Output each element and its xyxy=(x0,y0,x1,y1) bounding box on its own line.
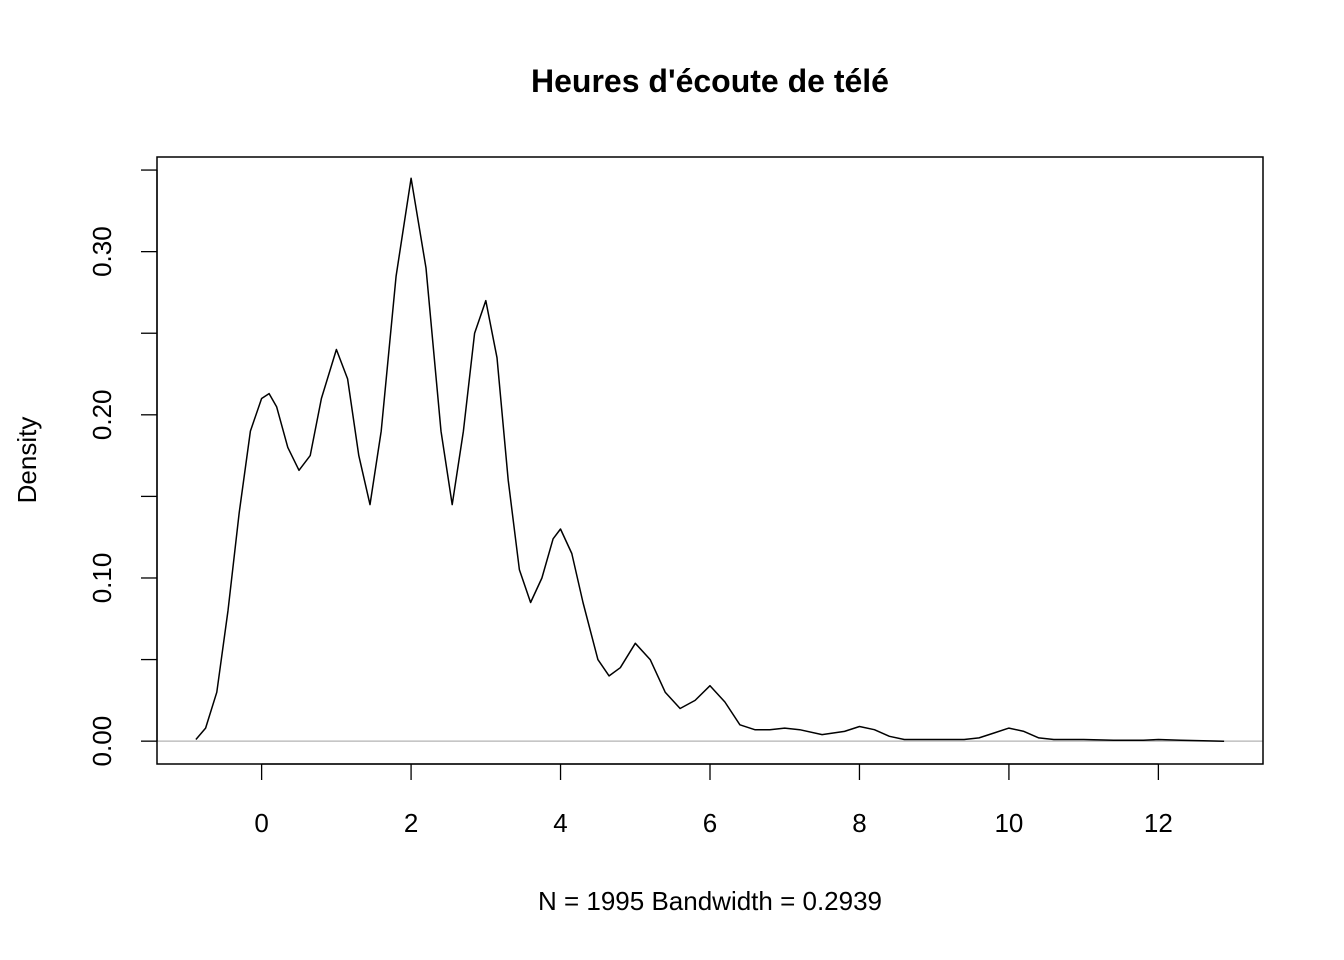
y-axis-label: Density xyxy=(12,417,42,504)
y-tick-label: 0.10 xyxy=(87,553,117,604)
y-tick-label: 0.20 xyxy=(87,390,117,441)
density-curve xyxy=(195,177,1225,742)
x-tick-label: 12 xyxy=(1144,808,1173,838)
x-axis-label: N = 1995 Bandwidth = 0.2939 xyxy=(538,886,882,916)
chart-title: Heures d'écoute de télé xyxy=(531,63,889,99)
y-tick-label: 0.30 xyxy=(87,226,117,277)
x-tick-label: 0 xyxy=(254,808,268,838)
x-tick-label: 10 xyxy=(994,808,1023,838)
x-axis: 0 2 4 6 8 10 12 xyxy=(254,763,1173,838)
x-tick-label: 6 xyxy=(703,808,717,838)
plot-frame xyxy=(156,156,1264,765)
y-axis: 0.00 0.10 0.20 0.30 xyxy=(87,169,158,767)
x-tick-label: 2 xyxy=(404,808,418,838)
y-tick-label: 0.00 xyxy=(87,716,117,767)
x-tick-label: 8 xyxy=(852,808,866,838)
x-tick-label: 4 xyxy=(553,808,567,838)
